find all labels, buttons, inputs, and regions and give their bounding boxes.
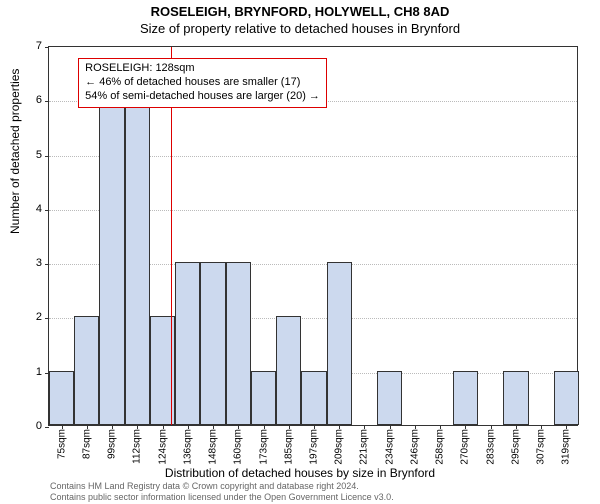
annotation-box: ROSELEIGH: 128sqm← 46% of detached house… [78,58,327,107]
xtick-label: 136sqm [182,429,193,465]
histogram-bar [175,262,200,425]
xtick-label: 185sqm [283,429,294,465]
xtick-label: 87sqm [81,429,92,459]
chart-title-line2: Size of property relative to detached ho… [0,21,600,36]
ytick-mark [45,156,49,157]
xtick-label: 197sqm [309,429,320,465]
ytick-mark [45,210,49,211]
histogram-bar [74,316,99,425]
ytick-label: 1 [0,366,42,378]
histogram-bar [453,371,478,425]
histogram-bar [503,371,528,425]
xtick-label: 148sqm [208,429,219,465]
xtick-label: 221sqm [359,429,370,465]
xtick-label: 99sqm [107,429,118,459]
xtick-label: 283sqm [485,429,496,465]
ytick-label: 0 [0,420,42,432]
histogram-bar [251,371,276,425]
histogram-bar [276,316,301,425]
xtick-label: 173sqm [258,429,269,465]
xtick-label: 319sqm [561,429,572,465]
xtick-label: 295sqm [510,429,521,465]
histogram-bar [200,262,225,425]
ytick-label: 4 [0,203,42,215]
ytick-mark [45,318,49,319]
histogram-bar [377,371,402,425]
histogram-bar [125,99,150,425]
annotation-line: ROSELEIGH: 128sqm [85,62,320,76]
xtick-label: 258sqm [435,429,446,465]
chart-title-line1: ROSELEIGH, BRYNFORD, HOLYWELL, CH8 8AD [0,4,600,19]
histogram-bar [226,262,251,425]
ytick-label: 7 [0,40,42,52]
footer-line1: Contains HM Land Registry data © Crown c… [50,481,394,491]
histogram-bar [49,371,74,425]
ytick-mark [45,264,49,265]
xtick-label: 112sqm [132,429,143,464]
footer-line2: Contains public sector information licen… [50,492,394,502]
xtick-label: 160sqm [233,429,244,465]
xtick-label: 75sqm [56,429,67,459]
ytick-label: 2 [0,311,42,323]
ytick-mark [45,427,49,428]
xtick-label: 209sqm [334,429,345,465]
ytick-label: 3 [0,257,42,269]
chart-area: 75sqm87sqm99sqm112sqm124sqm136sqm148sqm1… [48,46,578,426]
xtick-label: 270sqm [460,429,471,465]
xtick-label: 307sqm [536,429,547,465]
histogram-bar [301,371,326,425]
histogram-bar [327,262,352,425]
annotation-line: ← 46% of detached houses are smaller (17… [85,76,320,90]
xtick-label: 234sqm [384,429,395,465]
histogram-bar [99,99,124,425]
x-axis-label: Distribution of detached houses by size … [0,466,600,480]
plot-region: 75sqm87sqm99sqm112sqm124sqm136sqm148sqm1… [48,46,578,426]
xtick-label: 124sqm [157,429,168,465]
ytick-label: 6 [0,94,42,106]
histogram-bar [554,371,579,425]
footer-attribution: Contains HM Land Registry data © Crown c… [50,481,394,502]
ytick-label: 5 [0,149,42,161]
xtick-label: 246sqm [409,429,420,465]
ytick-mark [45,47,49,48]
ytick-mark [45,101,49,102]
annotation-line: 54% of semi-detached houses are larger (… [85,90,320,104]
